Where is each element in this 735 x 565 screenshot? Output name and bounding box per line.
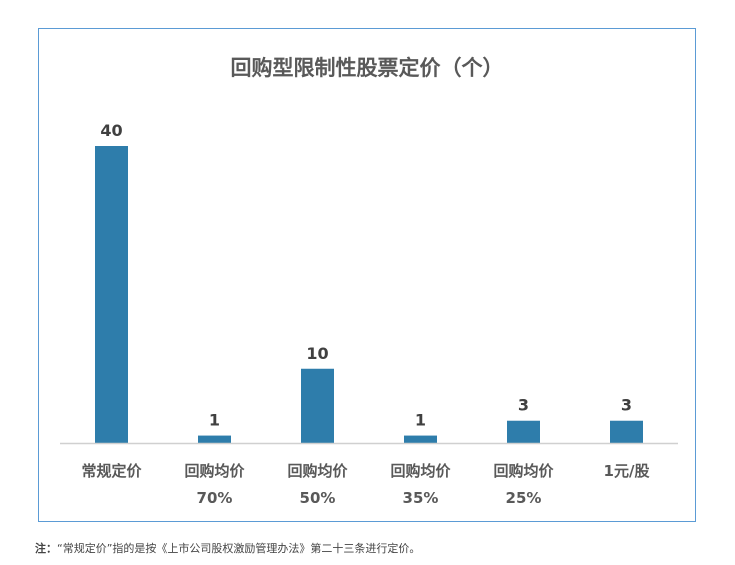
x-tick-label: 常规定价 bbox=[81, 462, 142, 480]
footnote-label: 注： bbox=[35, 542, 57, 555]
x-tick-label: 70% bbox=[197, 489, 233, 507]
data-label: 3 bbox=[518, 396, 529, 415]
x-tick-label: 回购均价 bbox=[493, 462, 554, 480]
data-label: 10 bbox=[306, 344, 328, 363]
bar bbox=[610, 420, 643, 443]
data-label: 40 bbox=[100, 121, 122, 140]
x-tick-label: 25% bbox=[506, 489, 542, 507]
x-tick-label: 50% bbox=[300, 489, 336, 507]
bar bbox=[95, 146, 128, 443]
bar bbox=[507, 420, 540, 443]
bar bbox=[404, 435, 437, 443]
bar bbox=[301, 368, 334, 443]
bar bbox=[198, 435, 231, 443]
data-label: 1 bbox=[415, 411, 426, 430]
chart-frame bbox=[38, 28, 696, 522]
footnote-text: “常规定价”指的是按《上市公司股权激励管理办法》第二十三条进行定价。 bbox=[57, 542, 421, 555]
data-label: 3 bbox=[621, 396, 632, 415]
x-tick-label: 1元/股 bbox=[604, 462, 651, 480]
data-label: 1 bbox=[209, 411, 220, 430]
x-tick-label: 回购均价 bbox=[287, 462, 348, 480]
x-tick-label: 35% bbox=[403, 489, 439, 507]
x-tick-label: 回购均价 bbox=[390, 462, 451, 480]
chart-title: 回购型限制性股票定价（个） bbox=[230, 56, 504, 80]
footnote: 注：“常规定价”指的是按《上市公司股权激励管理办法》第二十三条进行定价。 bbox=[35, 540, 420, 556]
x-tick-label: 回购均价 bbox=[184, 462, 245, 480]
